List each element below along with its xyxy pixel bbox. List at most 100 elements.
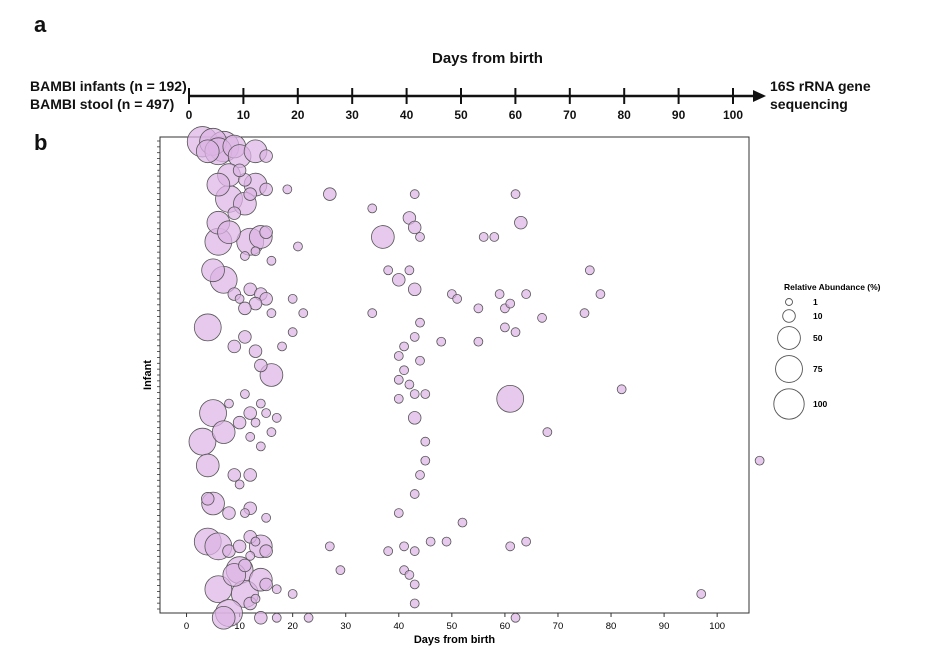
timeline-tick-label: 60 (508, 108, 523, 122)
bubble-point (335, 565, 346, 576)
bubble-point (243, 468, 257, 482)
x-tick-label: 0 (184, 621, 189, 632)
x-tick-label: 60 (500, 621, 511, 632)
x-axis-ticks: 0 10 20 30 40 50 60 70 80 90 100 (184, 613, 725, 632)
bubble-point (243, 406, 257, 420)
bubble-point (409, 189, 420, 199)
bubble-point (420, 455, 431, 466)
bubble-point (595, 289, 606, 299)
bubble-point (441, 536, 452, 547)
bubble-point (271, 584, 282, 595)
bubble-point (232, 539, 247, 554)
bubble-point (238, 301, 252, 316)
bubble-point (489, 232, 500, 242)
bubble-point (510, 327, 521, 338)
x-tick-label: 30 (340, 621, 351, 632)
bubble-point (399, 341, 409, 352)
bubble-point (245, 551, 256, 561)
bubble-point (259, 149, 273, 163)
panel-label-a: a (34, 12, 47, 37)
bubble-point (324, 541, 335, 552)
bubble-point (425, 536, 436, 547)
bubble-point (415, 317, 425, 328)
timeline-arrow-icon (753, 90, 766, 102)
bubble-point (393, 393, 404, 404)
bubble-point (240, 389, 250, 399)
x-tick-label: 50 (447, 621, 458, 632)
bubble-point (266, 427, 277, 437)
sequencing-label-line1: 16S rRNA gene (770, 78, 871, 94)
infant-axis-ticks (157, 140, 160, 610)
bubble-point (204, 575, 233, 604)
size-legend-label: 75 (813, 364, 823, 374)
bubble-point (195, 453, 220, 478)
bubble-point (199, 399, 227, 427)
bubble-point (298, 308, 309, 318)
bubble-point (404, 570, 415, 580)
bubble-point (521, 536, 531, 547)
bubble-point (393, 351, 404, 361)
timeline-tick-label: 90 (671, 108, 686, 122)
bubble-point (457, 517, 468, 528)
timeline-tick-label: 80 (617, 108, 631, 122)
bubble-point (393, 508, 404, 518)
timeline-tick-label: 10 (236, 108, 251, 122)
size-legend-circle (782, 309, 796, 323)
bubble-point (407, 282, 422, 297)
size-legend-circle (773, 388, 805, 420)
x-tick-label: 20 (287, 621, 298, 632)
bubble-point (266, 255, 277, 266)
bubble-point (392, 273, 406, 287)
bubble-point (367, 308, 378, 318)
bubble-point (473, 303, 484, 314)
timeline-tick-label: 100 (722, 108, 744, 122)
bubble-point (496, 384, 525, 413)
bubble-point (227, 339, 241, 354)
timeline-tick-label: 40 (399, 108, 414, 122)
size-legend: 1 10 50 75 100 (773, 297, 827, 420)
bubble-point (261, 512, 271, 523)
bubble-point (407, 411, 422, 425)
bubble-point (404, 379, 415, 390)
bubble-point (234, 293, 245, 304)
timeline-tick-label: 70 (563, 108, 577, 122)
bubble-point (287, 327, 298, 338)
timeline-tick-label: 50 (454, 108, 468, 122)
bubble-point (188, 427, 217, 456)
size-legend-circle (775, 355, 803, 383)
cohort-infants-label: BAMBI infants (n = 192) (30, 78, 187, 94)
bubble-point (245, 432, 256, 442)
bubble-point (224, 398, 234, 409)
bubble-point (287, 589, 298, 599)
x-tick-label: 40 (393, 621, 404, 632)
bubble-point (616, 384, 627, 395)
bubble-point (193, 313, 222, 342)
bubble-point (404, 265, 415, 276)
x-tick-label: 100 (709, 621, 725, 632)
timeline-tick-label: 30 (345, 108, 359, 122)
bubble-point (754, 455, 765, 466)
bubble-point (248, 344, 263, 358)
bubble-point (383, 265, 394, 276)
bubble-point (259, 577, 273, 592)
size-legend-circle (785, 298, 793, 306)
bubble-point (696, 589, 707, 599)
bubble-point (211, 605, 236, 630)
bubble-point (201, 492, 215, 506)
size-legend-label: 50 (813, 333, 823, 343)
bubble-point (510, 189, 521, 199)
bubble-point (415, 470, 425, 480)
bubble-point (255, 398, 266, 409)
bubble-point (206, 172, 231, 197)
size-legend-circle (777, 326, 801, 350)
bubble-point (584, 265, 595, 276)
x-axis-label: Days from birth (414, 634, 496, 646)
cohort-stool-label: BAMBI stool (n = 497) (30, 96, 175, 112)
bubble-point (409, 598, 420, 609)
bubble-point (282, 184, 293, 195)
size-legend-title: Relative Abundance (%) (784, 282, 881, 292)
bubble-point (420, 436, 431, 447)
bubble-point (415, 355, 425, 366)
x-tick-label: 10 (234, 621, 245, 632)
bubble-point (542, 427, 553, 437)
